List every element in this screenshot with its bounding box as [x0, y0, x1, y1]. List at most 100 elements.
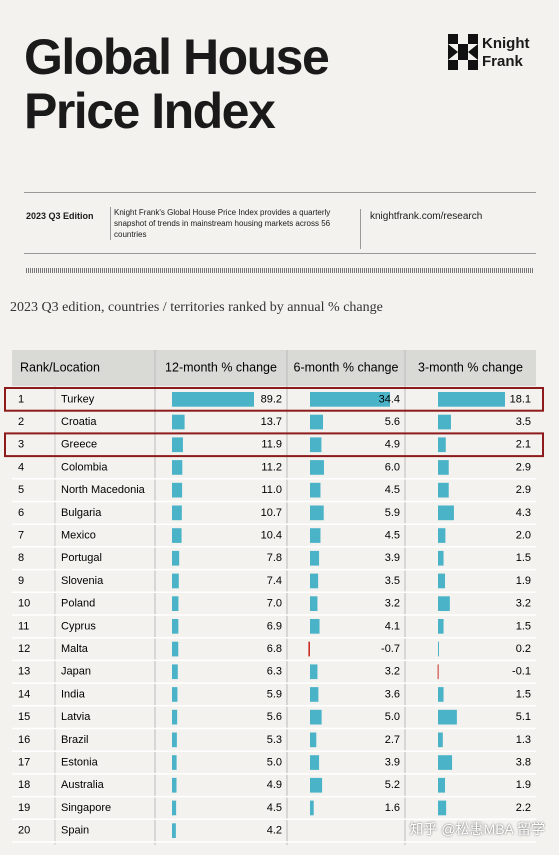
- bar: [172, 550, 180, 566]
- bar: [438, 619, 444, 634]
- value-label: 3.6: [385, 688, 400, 700]
- value-label: 1.5: [516, 552, 531, 564]
- rank: 15: [18, 711, 30, 723]
- bar: [172, 460, 183, 475]
- value-label: 5.2: [385, 779, 400, 791]
- value-label: 5.0: [267, 756, 282, 768]
- value-label: 5.9: [267, 688, 282, 700]
- bar: [438, 437, 446, 453]
- value-label: 0.2: [516, 643, 531, 655]
- title-line: Price Index: [24, 83, 276, 139]
- bar: [172, 823, 176, 838]
- value-label: 1.6: [385, 802, 400, 814]
- value-label: 7.0: [267, 598, 282, 610]
- title-line: Global House: [24, 29, 330, 85]
- value-label: 3.5: [516, 416, 531, 428]
- value-label: 5.1: [516, 711, 531, 723]
- rank: 13: [18, 666, 30, 678]
- rank: 11: [18, 620, 29, 632]
- value-label: 6.0: [385, 461, 400, 473]
- bar: [438, 596, 450, 611]
- bar: [310, 414, 324, 430]
- bar: [437, 664, 439, 680]
- bar: [310, 664, 318, 680]
- value-label: 4.2: [267, 825, 282, 837]
- bar: [310, 619, 320, 634]
- bar: [308, 641, 310, 657]
- rank: 9: [18, 575, 24, 587]
- bar: [172, 800, 177, 816]
- bar: [172, 437, 183, 453]
- bar: [438, 482, 449, 498]
- location: Croatia: [61, 416, 97, 428]
- bar: [438, 777, 446, 793]
- info-band: 2023 Q3 Edition Knight Frank's Global Ho…: [24, 192, 536, 254]
- rank: 19: [18, 802, 30, 814]
- value-label: 2.9: [516, 461, 531, 473]
- bar: [438, 755, 453, 770]
- bar: [310, 528, 321, 543]
- location: Spain: [61, 825, 89, 837]
- bar: [310, 505, 324, 521]
- bar: [310, 732, 317, 748]
- rank: 17: [18, 756, 30, 768]
- value-label: 5.0: [385, 711, 400, 723]
- logo-text: Frank: [482, 53, 523, 70]
- value-label: 1.5: [516, 620, 531, 632]
- value-label: 4.5: [385, 484, 400, 496]
- location: Colombia: [61, 461, 108, 473]
- location: Australia: [61, 779, 105, 791]
- value-label: -0.7: [381, 643, 400, 655]
- value-label: 6.8: [267, 643, 282, 655]
- rank: 20: [18, 825, 30, 837]
- bar: [172, 732, 177, 748]
- column-header: 3-month % change: [418, 360, 523, 374]
- bar: [438, 709, 457, 725]
- value-label: 6.9: [267, 620, 282, 632]
- value-label: 3.8: [516, 756, 531, 768]
- location: North Macedonia: [61, 484, 146, 496]
- bar: [172, 755, 177, 770]
- value-label: 4.3: [516, 507, 531, 519]
- rank: 3: [18, 439, 24, 451]
- url: knightfrank.com/research: [370, 211, 483, 222]
- bar: [310, 550, 320, 566]
- rank: 4: [18, 461, 24, 473]
- edition: 2023 Q3 Edition: [26, 211, 94, 221]
- bar: [172, 709, 178, 725]
- bar: [172, 528, 182, 543]
- location: Portugal: [61, 552, 102, 564]
- value-label: 10.7: [261, 507, 282, 519]
- bar: [172, 687, 178, 702]
- location: Singapore: [61, 802, 111, 814]
- location: Turkey: [61, 393, 95, 405]
- value-label: 2.0: [516, 529, 531, 541]
- value-label: 11.0: [261, 484, 282, 496]
- location: Bulgaria: [61, 507, 102, 519]
- logo-mark: [448, 34, 478, 70]
- value-label: 4.5: [267, 802, 282, 814]
- bar: [310, 437, 322, 453]
- dotted-rule: [26, 268, 534, 273]
- value-label: -0.1: [512, 666, 531, 678]
- rank: 7: [18, 529, 24, 541]
- highlight-box: [4, 387, 544, 412]
- rank: 8: [18, 552, 24, 564]
- value-label: 4.9: [267, 779, 282, 791]
- bar: [172, 596, 179, 611]
- rank: 16: [18, 734, 30, 746]
- highlight-box: [4, 432, 544, 458]
- bar: [438, 687, 444, 702]
- bar: [438, 460, 449, 475]
- bar: [438, 392, 505, 407]
- value-label: 3.9: [385, 552, 400, 564]
- location: Mexico: [61, 529, 96, 541]
- bar: [438, 550, 444, 566]
- value-label: 3.2: [385, 666, 400, 678]
- value-label: 5.9: [385, 507, 400, 519]
- bar: [438, 573, 446, 589]
- column-header: 12-month % change: [165, 360, 277, 374]
- location: Malta: [61, 643, 89, 655]
- value-label: 5.6: [385, 416, 400, 428]
- location: Cyprus: [61, 620, 96, 632]
